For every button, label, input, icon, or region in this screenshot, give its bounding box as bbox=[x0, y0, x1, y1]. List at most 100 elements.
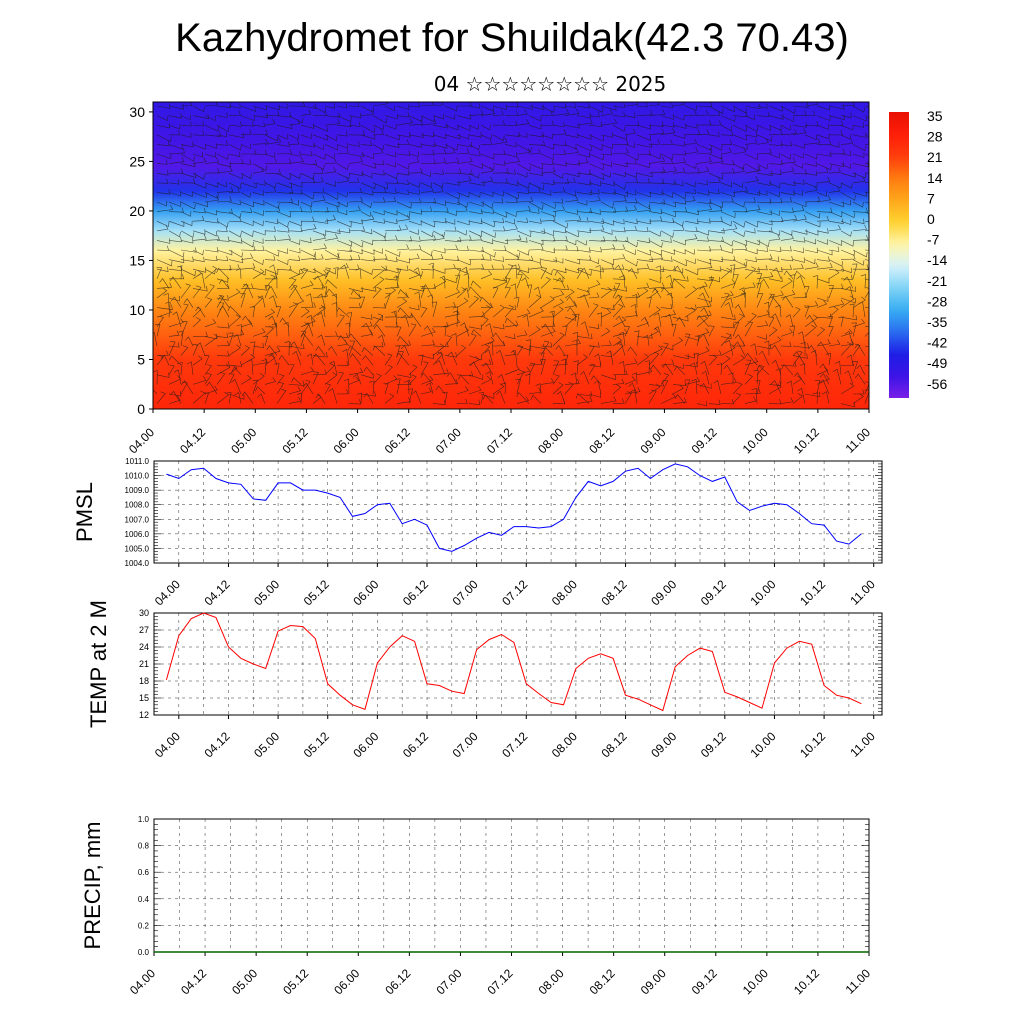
wind-barb bbox=[734, 334, 746, 347]
wind-barb bbox=[540, 268, 553, 276]
wind-barb bbox=[180, 172, 197, 179]
wind-barb bbox=[204, 385, 218, 395]
wind-barb bbox=[470, 280, 482, 289]
wind-barb bbox=[588, 345, 595, 356]
wind-barb bbox=[630, 389, 638, 404]
wind-barb bbox=[276, 373, 285, 385]
wind-barb bbox=[401, 314, 410, 327]
wind-barb bbox=[528, 239, 544, 246]
wind-barb bbox=[858, 301, 866, 318]
wind-barb bbox=[336, 143, 348, 149]
wind-barb bbox=[444, 180, 460, 186]
wind-barb bbox=[672, 267, 684, 274]
wind-barb bbox=[576, 152, 591, 158]
wind-barb bbox=[288, 156, 304, 164]
wind-barb bbox=[288, 151, 301, 157]
wind-barb bbox=[672, 133, 686, 139]
wind-barb bbox=[168, 113, 182, 119]
wind-barb bbox=[792, 205, 805, 212]
y-tick-label: 25 bbox=[129, 153, 145, 169]
wind-barb bbox=[315, 345, 326, 356]
wind-barb bbox=[541, 323, 554, 337]
wind-barb bbox=[324, 372, 338, 385]
wind-barb bbox=[504, 305, 515, 318]
wind-barb bbox=[180, 211, 192, 217]
wind-barb bbox=[600, 189, 617, 195]
wind-barb bbox=[168, 144, 184, 150]
wind-barb bbox=[528, 228, 546, 234]
wind-barb bbox=[828, 339, 841, 347]
wind-barb bbox=[672, 150, 687, 156]
wind-barb bbox=[180, 201, 196, 210]
wind-barb bbox=[556, 277, 566, 289]
wind-barb bbox=[528, 163, 544, 170]
wind-barb bbox=[515, 378, 521, 395]
wind-barb bbox=[360, 256, 376, 262]
wind-barb bbox=[216, 391, 230, 404]
wind-barb bbox=[792, 292, 808, 299]
wind-barb bbox=[756, 170, 773, 176]
wind-barb bbox=[420, 286, 426, 299]
wind-barb bbox=[756, 111, 770, 118]
wind-barb bbox=[216, 220, 229, 228]
wind-barb bbox=[276, 112, 292, 118]
x-tick-label: 04.12 bbox=[178, 966, 209, 997]
wind-barb bbox=[648, 166, 666, 174]
wind-barb bbox=[732, 124, 748, 132]
wind-barb bbox=[528, 362, 536, 375]
precip-panel: 0.00.20.40.60.81.004.00 04.12 05.00 05.12 06… bbox=[80, 815, 873, 997]
wind-barb bbox=[312, 353, 326, 366]
wind-barb bbox=[768, 383, 782, 395]
wind-barb bbox=[708, 266, 722, 272]
wind-barb bbox=[516, 182, 530, 189]
wind-barb bbox=[816, 167, 829, 174]
wind-barb bbox=[312, 163, 325, 170]
wind-barb bbox=[396, 224, 409, 232]
wind-barb bbox=[516, 147, 531, 155]
wind-barb bbox=[337, 335, 350, 347]
wind-barb bbox=[816, 151, 832, 157]
wind-barb bbox=[566, 296, 578, 308]
wind-barb bbox=[648, 282, 665, 289]
wind-barb bbox=[744, 374, 754, 385]
wind-barb bbox=[780, 140, 793, 147]
wind-barb bbox=[264, 268, 279, 275]
wind-barb bbox=[612, 369, 628, 376]
wind-barb bbox=[560, 358, 567, 375]
wind-barb bbox=[672, 167, 686, 174]
wind-barb bbox=[564, 143, 577, 150]
wind-barb bbox=[732, 321, 740, 337]
wind-barb bbox=[317, 312, 326, 327]
wind-barb bbox=[408, 157, 420, 164]
colorbar-label: -42 bbox=[927, 335, 947, 351]
x-tick-label: 07.12 bbox=[499, 577, 530, 608]
wind-barb bbox=[780, 105, 796, 114]
wind-barb bbox=[660, 139, 673, 145]
wind-barb bbox=[262, 335, 269, 347]
y-tick-label: 0.2 bbox=[138, 921, 150, 930]
x-tick-label: 10.12 bbox=[791, 966, 822, 997]
wind-barb bbox=[744, 388, 761, 395]
wind-barb bbox=[228, 365, 238, 376]
wind-barb bbox=[708, 205, 723, 212]
x-tick-label: 05.00 bbox=[228, 425, 259, 456]
wind-barb bbox=[328, 388, 338, 404]
wind-barb bbox=[397, 335, 410, 347]
wind-barb bbox=[696, 179, 708, 186]
wind-barb bbox=[180, 230, 195, 238]
wind-barb bbox=[540, 267, 548, 279]
wind-barb bbox=[204, 131, 222, 137]
wind-barb bbox=[600, 132, 614, 138]
wind-barb bbox=[216, 166, 233, 174]
wind-barb bbox=[720, 181, 732, 188]
wind-barb bbox=[540, 215, 556, 222]
wind-barb bbox=[304, 322, 314, 337]
wind-barb bbox=[180, 237, 194, 244]
wind-barb bbox=[792, 350, 803, 366]
wind-barb bbox=[432, 113, 445, 120]
wind-barb bbox=[552, 129, 567, 136]
x-tick-label: 05.12 bbox=[301, 577, 332, 608]
wind-barb bbox=[216, 236, 230, 242]
wind-barb bbox=[228, 373, 235, 385]
wind-barb bbox=[792, 190, 803, 196]
